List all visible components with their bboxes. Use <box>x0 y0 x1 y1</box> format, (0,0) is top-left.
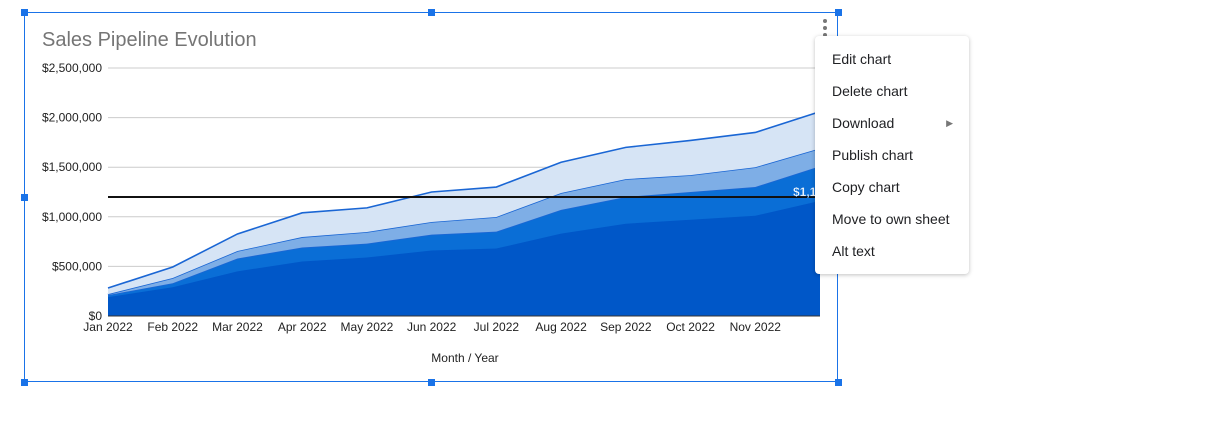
resize-handle-top-right[interactable] <box>835 9 842 16</box>
x-tick-label: Mar 2022 <box>212 320 263 334</box>
menu-item-publish-chart[interactable]: Publish chart <box>832 147 913 163</box>
x-tick-label: Aug 2022 <box>535 320 587 334</box>
area-series-4 <box>108 111 820 295</box>
x-tick-label: Jan 2022 <box>83 320 133 334</box>
x-tick-label: Jun 2022 <box>407 320 457 334</box>
y-tick-label: $0 <box>89 309 103 323</box>
resize-handle-bottom-right[interactable] <box>835 379 842 386</box>
submenu-arrow-icon: ▶ <box>946 118 953 128</box>
x-tick-label: Oct 2022 <box>666 320 715 334</box>
x-tick-label: Feb 2022 <box>147 320 198 334</box>
area-series-2 <box>108 166 820 298</box>
series-line-4 <box>107 110 821 289</box>
y-tick-label: $1,000,000 <box>42 210 102 224</box>
menu-item-delete-chart[interactable]: Delete chart <box>832 83 908 99</box>
y-tick-label: $500,000 <box>52 259 102 273</box>
chart-selection-frame[interactable] <box>24 12 838 382</box>
menu-item-copy-chart[interactable]: Copy chart <box>832 179 900 195</box>
x-tick-label: Sep 2022 <box>600 320 652 334</box>
chart-title: Sales Pipeline Evolution <box>42 29 257 51</box>
x-tick-label: Nov 2022 <box>730 320 782 334</box>
more-options-icon[interactable] <box>820 19 830 37</box>
x-tick-label: Jul 2022 <box>474 320 520 334</box>
y-tick-label: $1,500,000 <box>42 160 102 174</box>
resize-handle-left[interactable] <box>21 194 28 201</box>
y-tick-label: $2,500,000 <box>42 61 102 75</box>
x-tick-label: May 2022 <box>341 320 394 334</box>
resize-handle-top-left[interactable] <box>21 9 28 16</box>
menu-item-label: Download <box>832 115 895 131</box>
y-tick-label: $2,000,000 <box>42 111 102 125</box>
x-axis-title: Month / Year <box>431 351 498 365</box>
resize-handle-bottom[interactable] <box>428 379 435 386</box>
menu-item-alt-text[interactable]: Alt text <box>832 243 875 259</box>
area-series-1 <box>108 200 820 316</box>
resize-handle-bottom-left[interactable] <box>21 379 28 386</box>
area-series-3 <box>108 148 820 296</box>
menu-item-download[interactable]: Download ▶ <box>815 107 969 139</box>
chart-context-menu: Edit chart Delete chart Download ▶ Publis… <box>815 36 969 274</box>
menu-item-move-to-own-sheet[interactable]: Move to own sheet <box>832 211 950 227</box>
resize-handle-top[interactable] <box>428 9 435 16</box>
x-tick-label: Apr 2022 <box>278 320 327 334</box>
menu-item-edit-chart[interactable]: Edit chart <box>832 51 892 67</box>
